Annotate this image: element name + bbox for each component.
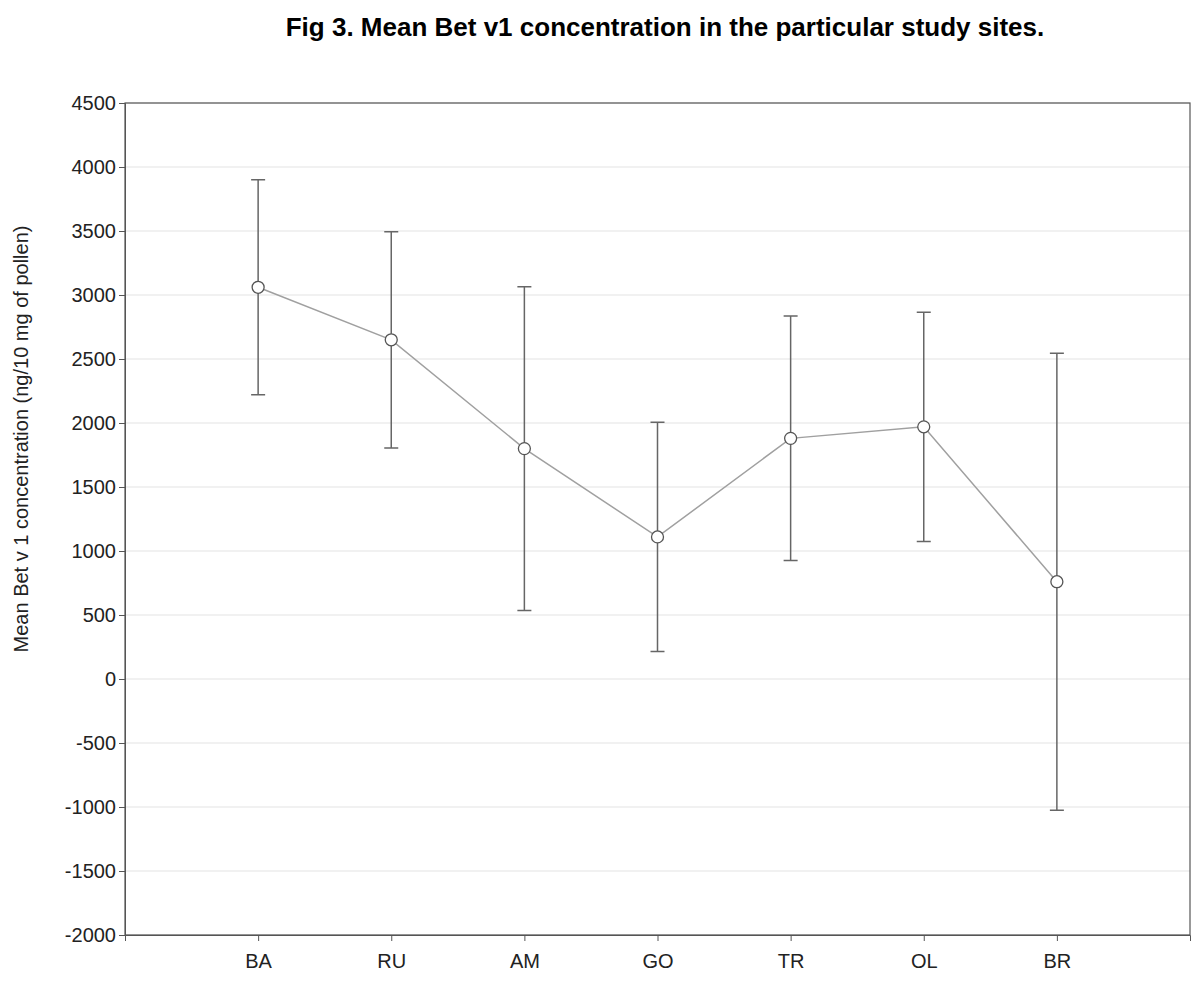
y-tick-mark — [119, 167, 125, 168]
y-tick-label: -1000 — [65, 796, 116, 818]
x-tick: RU — [377, 935, 406, 972]
mean-marker — [385, 334, 397, 346]
y-axis-label: Mean Bet v 1 concentration (ng/10 mg of … — [10, 226, 32, 653]
grid-line — [125, 359, 1190, 360]
x-tick: BA — [245, 935, 272, 972]
x-tick: GO — [642, 935, 673, 972]
error-bar — [784, 316, 798, 560]
mean-marker — [1051, 576, 1063, 588]
grid-line — [125, 679, 1190, 680]
x-axis-line — [126, 936, 1191, 942]
x-tick-mark — [658, 935, 659, 941]
x-tick: TR — [778, 935, 805, 972]
error-bar — [917, 312, 931, 541]
y-tick-mark — [119, 935, 125, 936]
x-tick-label: AM — [510, 950, 540, 972]
x-tick-mark — [524, 935, 525, 941]
y-tick-label: 2000 — [72, 412, 117, 434]
x-tick-label: GO — [642, 950, 673, 972]
grid-line — [125, 871, 1190, 872]
grid-line — [125, 295, 1190, 296]
grid-line — [125, 743, 1190, 744]
y-tick-mark — [119, 487, 125, 488]
y-tick-label: -1500 — [65, 860, 116, 882]
x-tick-label: BA — [245, 950, 272, 972]
x-tick-label: TR — [778, 950, 805, 972]
y-axis-line — [119, 104, 126, 936]
mean-marker — [652, 531, 664, 543]
mean-marker — [252, 281, 264, 293]
y-tick: -500 — [76, 732, 125, 754]
y-tick-mark — [119, 551, 125, 552]
grid-line — [125, 807, 1190, 808]
error-bar — [651, 422, 665, 651]
x-tick-mark — [791, 935, 792, 941]
x-tick: OL — [911, 935, 938, 972]
y-tick-label: 500 — [83, 604, 116, 626]
y-tick: 2000 — [72, 412, 126, 434]
x-tick-label: OL — [911, 950, 938, 972]
y-tick-mark — [119, 423, 125, 424]
y-tick-label: 4000 — [72, 156, 117, 178]
y-tick-label: 3500 — [72, 220, 117, 242]
y-tick: -1500 — [65, 860, 125, 882]
y-tick-label: 4500 — [72, 92, 117, 114]
x-tick-label: BR — [1043, 950, 1071, 972]
y-tick: 2500 — [72, 348, 126, 370]
mean-marker — [785, 432, 797, 444]
y-tick-label: -500 — [76, 732, 116, 754]
y-tick: 3000 — [72, 284, 126, 306]
y-tick: -1000 — [65, 796, 125, 818]
chart-title: Fig 3. Mean Bet v1 concentration in the … — [286, 12, 1045, 42]
y-tick-mark — [119, 679, 125, 680]
y-tick-label: 1500 — [72, 476, 117, 498]
error-bar — [517, 287, 531, 611]
mean-marker — [518, 443, 530, 455]
y-tick-mark — [119, 295, 125, 296]
y-tick-mark — [119, 615, 125, 616]
mean-marker — [918, 421, 930, 433]
x-tick-mark — [924, 935, 925, 941]
y-tick-mark — [119, 231, 125, 232]
y-tick-mark — [119, 743, 125, 744]
y-tick: 1000 — [72, 540, 126, 562]
y-tick-mark — [119, 871, 125, 872]
y-tick-label: 0 — [105, 668, 116, 690]
y-tick-label: -2000 — [65, 924, 116, 946]
y-axis: -2000 -1500 -1000 -500 0 500 1000 1500 2000 2500 3… — [65, 92, 126, 946]
y-tick-label: 2500 — [72, 348, 117, 370]
error-bar — [384, 232, 398, 448]
error-bar — [251, 180, 265, 395]
grid — [125, 103, 1190, 935]
grid-line — [125, 167, 1190, 168]
y-tick-mark — [119, 103, 125, 104]
error-bar — [1050, 353, 1064, 810]
y-tick-mark — [119, 359, 125, 360]
x-tick: AM — [510, 935, 540, 972]
y-tick-label: 3000 — [72, 284, 117, 306]
plot-frame — [125, 103, 1190, 935]
x-tick: BR — [1043, 935, 1071, 972]
y-tick-mark — [119, 807, 125, 808]
y-tick: 4000 — [72, 156, 126, 178]
grid-line — [125, 231, 1190, 232]
y-tick: 4500 — [72, 92, 126, 114]
x-tick-mark — [258, 935, 259, 941]
y-tick: 1500 — [72, 476, 126, 498]
x-tick-mark — [1057, 935, 1058, 941]
y-tick: 500 — [83, 604, 125, 626]
plot-area — [251, 180, 1064, 810]
x-tick-label: RU — [377, 950, 406, 972]
x-axis: BA RU AM GO TR OL BR — [126, 935, 1191, 972]
y-tick-label: 1000 — [72, 540, 117, 562]
y-tick: 3500 — [72, 220, 126, 242]
x-tick-mark — [391, 935, 392, 941]
y-tick: 0 — [105, 668, 125, 690]
y-tick: -2000 — [65, 924, 125, 946]
